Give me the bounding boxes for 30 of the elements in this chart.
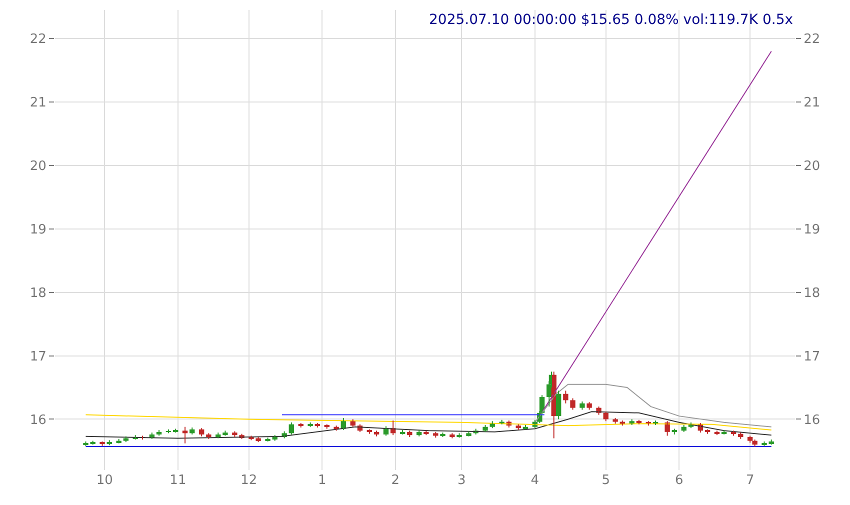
y2-tick-label: 21 bbox=[804, 96, 820, 111]
y2-tick-label: 17 bbox=[804, 349, 820, 364]
y2-tick-label: 20 bbox=[804, 159, 820, 174]
y2-tick-label: 18 bbox=[804, 286, 820, 301]
candlestick bbox=[570, 398, 576, 410]
candlestick bbox=[466, 430, 472, 437]
x-tick-label: 4 bbox=[530, 473, 540, 488]
y-tick-label: 18 bbox=[30, 286, 46, 301]
x-tick-label: 5 bbox=[602, 473, 610, 488]
y-tick-label: 21 bbox=[30, 96, 46, 111]
line-series bbox=[85, 414, 772, 431]
y2-tick-label: 16 bbox=[804, 412, 820, 428]
x-tick-label: 12 bbox=[240, 473, 258, 488]
x-tick-label: 1 bbox=[318, 473, 326, 488]
y-tick-label: 17 bbox=[30, 349, 46, 364]
x-tick-label: 11 bbox=[170, 473, 186, 488]
y-tick-label: 19 bbox=[30, 222, 46, 238]
x-tick-label: 3 bbox=[458, 473, 466, 488]
line-series bbox=[85, 411, 772, 439]
x-tick-label: 2 bbox=[391, 473, 400, 488]
annotation: 2025.07.10 00:00:00 $15.65 0.08% vol:119.7K 0.5x bbox=[429, 12, 794, 28]
y-tick-label: 20 bbox=[30, 159, 46, 174]
x-tick-label: 7 bbox=[746, 473, 754, 488]
y2-tick-label: 22 bbox=[804, 32, 820, 48]
candlestick bbox=[612, 417, 618, 424]
y-tick-label: 22 bbox=[30, 32, 46, 48]
x-tick-label: 10 bbox=[96, 473, 113, 488]
x-tick-label: 6 bbox=[675, 473, 684, 488]
y-tick-label: 16 bbox=[30, 412, 46, 428]
y2-tick-label: 19 bbox=[804, 222, 820, 238]
